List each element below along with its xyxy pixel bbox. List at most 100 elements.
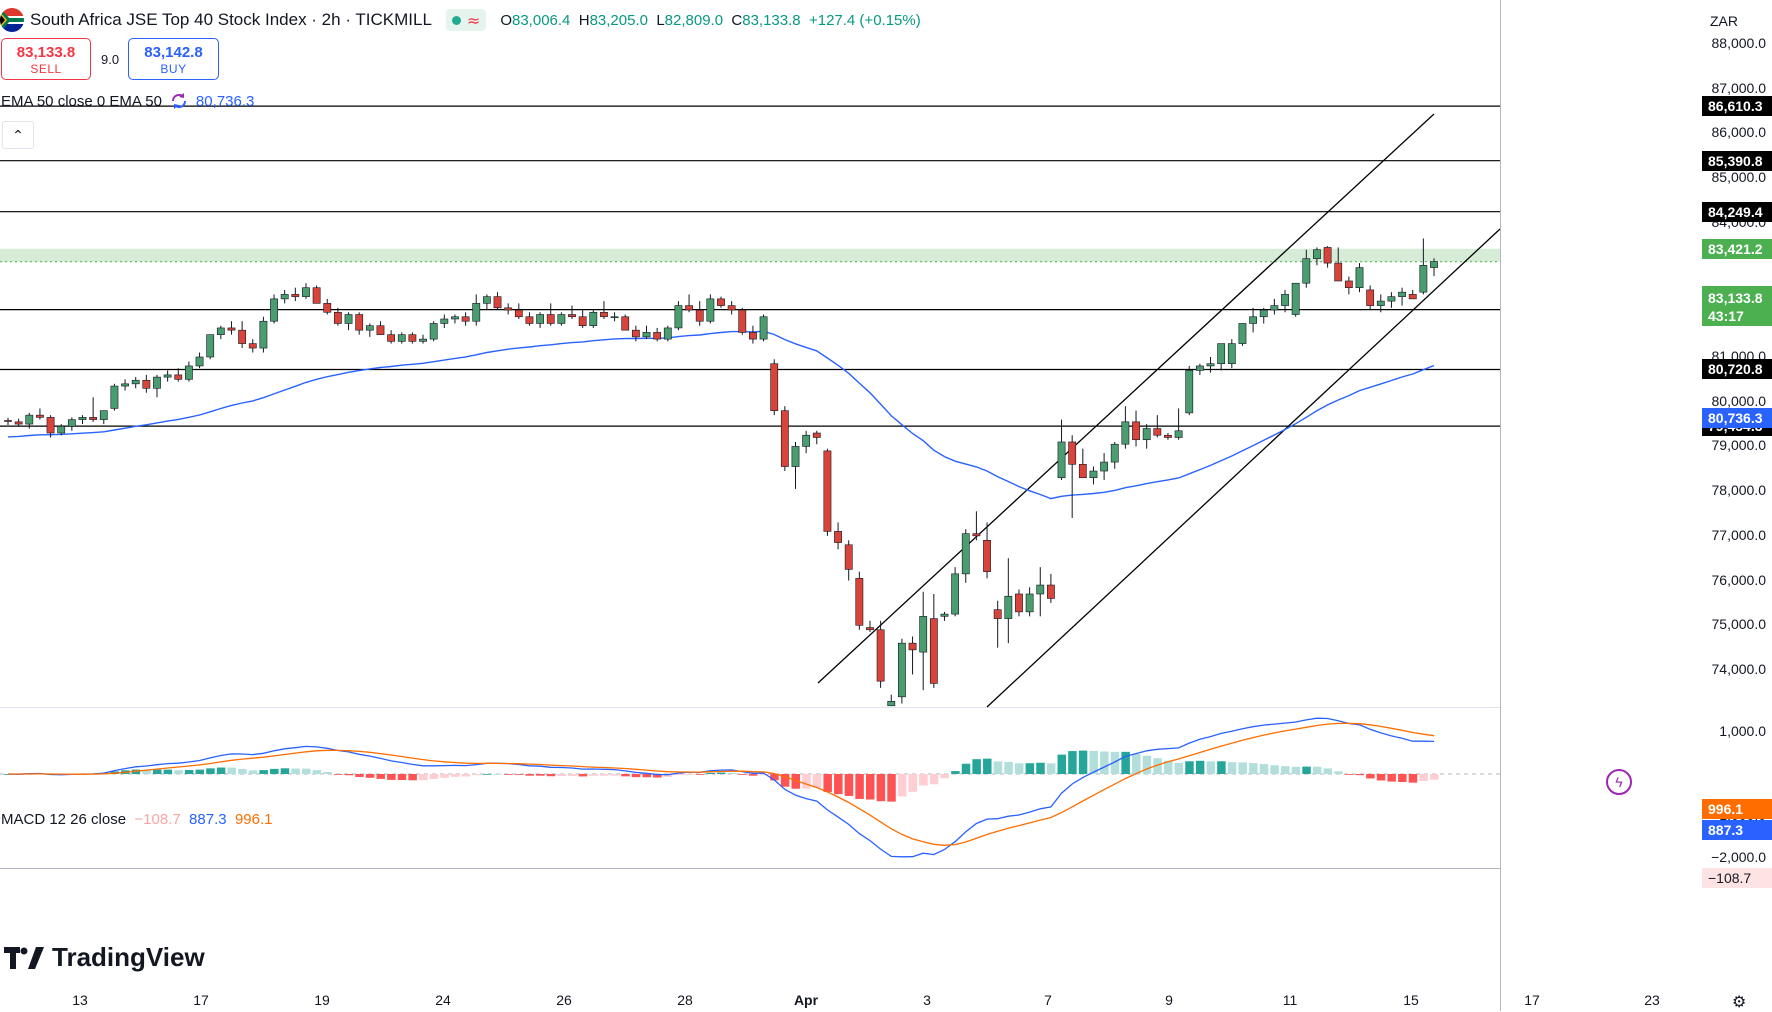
candle-body [1036, 584, 1045, 595]
tradingview-logo[interactable]: TradingView [4, 942, 205, 973]
candle [972, 511, 981, 541]
candle [780, 406, 789, 472]
level-price-tag: 85,390.8 [1702, 150, 1772, 171]
candle [951, 567, 960, 617]
macd-legend[interactable]: MACD 12 26 close −108.7 887.3 996.1 [1, 811, 272, 828]
candle [355, 312, 364, 335]
macd-histogram-bar [291, 768, 300, 774]
candle [1036, 567, 1045, 617]
candle-body [174, 374, 183, 380]
macd-histogram-bar [1312, 766, 1322, 774]
candle [14, 418, 23, 427]
candle-body [866, 627, 874, 631]
wave-icon: ≈ [466, 10, 481, 30]
candle [1302, 249, 1311, 288]
candle-body [1004, 595, 1013, 619]
candle [749, 325, 757, 344]
macd-histogram-bar [748, 774, 758, 776]
candle [312, 285, 321, 304]
candle [1419, 238, 1428, 295]
candle [642, 325, 651, 340]
ohlc-readout: O83,006.4 H83,205.0 L82,809.0 C83,133.8 … [500, 11, 921, 29]
macd-histogram-bar [206, 768, 215, 774]
buy-button[interactable]: 83,142.8 BUY [128, 38, 219, 80]
candle [1227, 339, 1236, 369]
flash-icon[interactable]: ϟ [1606, 769, 1632, 795]
settings-icon[interactable]: ⚙ [1732, 994, 1747, 1011]
macd-legend-hist: −108.7 [134, 811, 181, 828]
candle-body [536, 314, 544, 324]
ema-legend[interactable]: EMA 50 close 0 EMA 50 80,736.3 [1, 92, 254, 110]
macd-histogram-bar [1344, 774, 1354, 775]
macd-histogram-bar [440, 774, 449, 778]
candle [302, 283, 310, 299]
macd-axis-label: 1,000.0 [1719, 723, 1766, 739]
candle-body [259, 320, 268, 349]
macd-histogram-bar [1366, 774, 1375, 779]
macd-histogram-bar [1281, 766, 1290, 774]
resistance-zone [0, 248, 1500, 263]
macd-histogram-bar [972, 759, 981, 774]
candle [121, 379, 129, 391]
candle [791, 441, 800, 489]
candle [983, 522, 991, 579]
candle-body [695, 309, 704, 322]
candle-body [312, 287, 321, 304]
candle [216, 325, 225, 340]
candle [280, 289, 289, 304]
candle-body [36, 414, 44, 418]
macd-histogram-bar [504, 774, 513, 775]
candle-body [1100, 461, 1109, 472]
sell-button[interactable]: 83,133.8 SELL [1, 38, 91, 80]
candle-body [780, 410, 789, 467]
macd-histogram-bar [961, 763, 971, 774]
ohlc-open: 83,006.4 [512, 11, 571, 29]
time-axis-label: 17 [1524, 992, 1540, 1008]
macd-histogram-bar [695, 774, 705, 775]
refresh-icon[interactable] [170, 92, 188, 110]
collapse-legend-button[interactable]: ⌃ [2, 121, 34, 149]
candle [67, 417, 76, 431]
candle-body [1068, 441, 1077, 465]
candle-body [589, 311, 598, 326]
candle [1121, 406, 1130, 449]
macd-histogram-bar [557, 774, 566, 776]
chart-title[interactable]: South Africa JSE Top 40 Stock Index · 2h… [30, 10, 432, 29]
macd-histogram-bar [355, 774, 364, 777]
candle-body [1089, 470, 1098, 479]
price-axis-label: 85,000.0 [1711, 169, 1767, 186]
market-status[interactable]: ≈ [445, 9, 487, 31]
candle [504, 303, 513, 315]
macd-histogram-bar [823, 774, 832, 792]
candle-body [919, 616, 928, 653]
candle [1238, 323, 1247, 346]
currency-selector[interactable]: ZAR [1710, 13, 1738, 29]
candle [153, 374, 161, 398]
candle [1323, 246, 1332, 268]
candle [727, 301, 736, 315]
candle-body [568, 314, 576, 318]
macd-histogram-bar [642, 774, 652, 778]
candle-body [940, 613, 949, 617]
macd-histogram-bar [653, 774, 662, 778]
candle-body [493, 296, 502, 309]
candle-body [1419, 265, 1428, 293]
macd-histogram-bar [834, 774, 843, 795]
macd-histogram-bar [429, 774, 439, 779]
macd-histogram-bar [174, 770, 183, 774]
candle-body [972, 533, 981, 537]
candle-body [365, 325, 374, 331]
candle [993, 600, 1002, 648]
candle [1057, 419, 1066, 480]
candle-body [525, 316, 534, 324]
candle [1217, 343, 1226, 371]
candle [568, 305, 576, 319]
candle [1015, 589, 1023, 617]
ohlc-low: 82,809.0 [664, 11, 724, 29]
candle-body [621, 316, 630, 331]
candle-body [1302, 258, 1311, 284]
candle [493, 292, 502, 311]
channel-lower [986, 228, 1501, 708]
time-axis-label: 7 [1044, 992, 1052, 1008]
